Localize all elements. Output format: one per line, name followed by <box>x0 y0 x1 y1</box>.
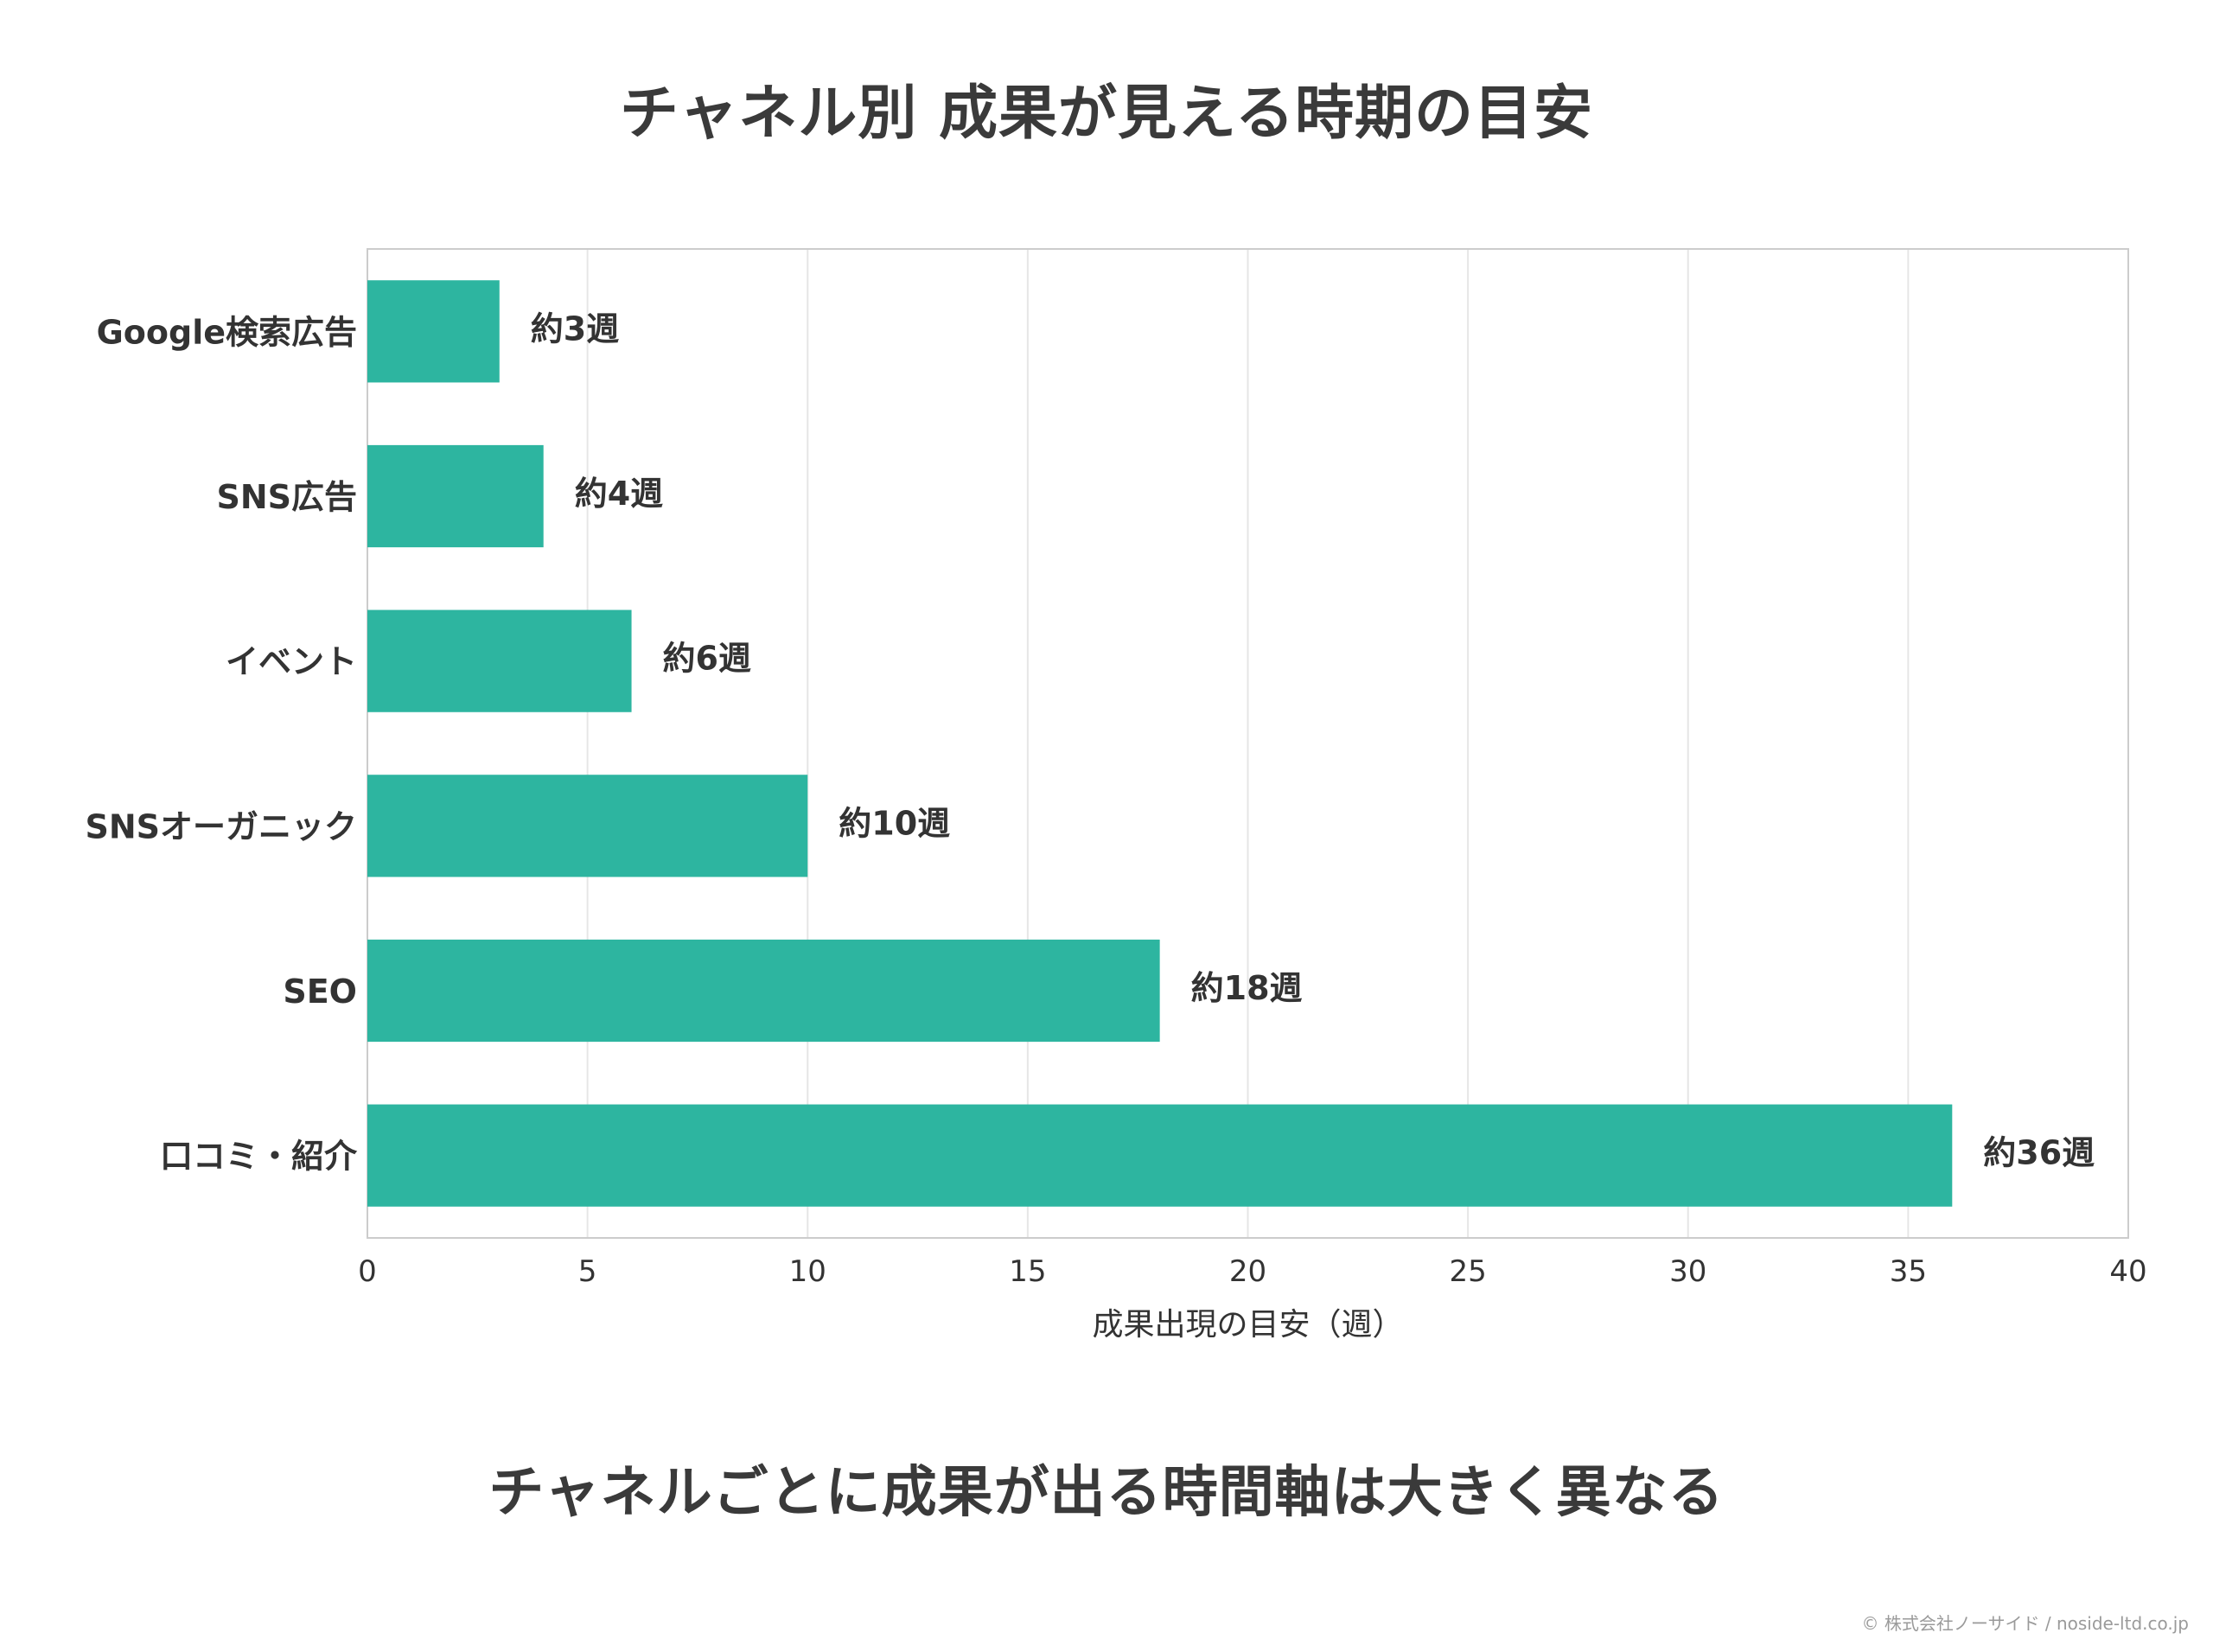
data-label: 約10週 <box>839 804 950 842</box>
bar <box>367 444 544 548</box>
x-tick-label: 40 <box>2109 1254 2146 1289</box>
bar <box>367 775 808 877</box>
x-tick-label: 10 <box>789 1254 826 1289</box>
bar <box>367 939 1160 1043</box>
plot-frame <box>367 248 2129 1239</box>
bar <box>367 609 632 712</box>
x-tick-label: 0 <box>358 1254 377 1289</box>
x-tick-label: 15 <box>1009 1254 1046 1289</box>
x-tick-label: 20 <box>1229 1254 1266 1289</box>
chart-caption: チャネルごとに成果が出る時間軸は大きく異なる <box>488 1461 1725 1525</box>
bar <box>367 1104 1953 1207</box>
x-tick-labels: 0 5 10 15 20 25 30 35 40 <box>358 1254 2146 1289</box>
data-label: 約36週 <box>1983 1134 2095 1172</box>
x-axis-title: 成果出現の目安（週） <box>1092 1307 1403 1343</box>
category-label: 口コミ・紹介 <box>160 1138 358 1176</box>
data-label: 約3週 <box>531 309 619 348</box>
x-tick-label: 35 <box>1890 1254 1927 1289</box>
x-tick-label: 25 <box>1449 1254 1486 1289</box>
chart-title: チャネル別 成果が見える時期の目安 <box>620 80 1593 148</box>
credit-text: © 株式会社ノーサイド / noside-ltd.co.jp <box>1861 1613 2189 1634</box>
category-label: SNSオーガニック <box>85 807 357 845</box>
category-label: イベント <box>226 643 357 681</box>
grid-lines <box>586 249 1910 1238</box>
data-label: 約6週 <box>663 640 751 678</box>
category-label: Google検索広告 <box>97 313 357 351</box>
category-label: SNS広告 <box>216 478 357 516</box>
category-label: SEO <box>283 973 357 1011</box>
data-label: 約18週 <box>1191 969 1303 1007</box>
data-label: 約4週 <box>575 475 663 513</box>
bar <box>367 280 500 383</box>
x-tick-label: 5 <box>578 1254 597 1289</box>
x-tick-label: 30 <box>1669 1254 1706 1289</box>
bars <box>367 280 1953 1207</box>
